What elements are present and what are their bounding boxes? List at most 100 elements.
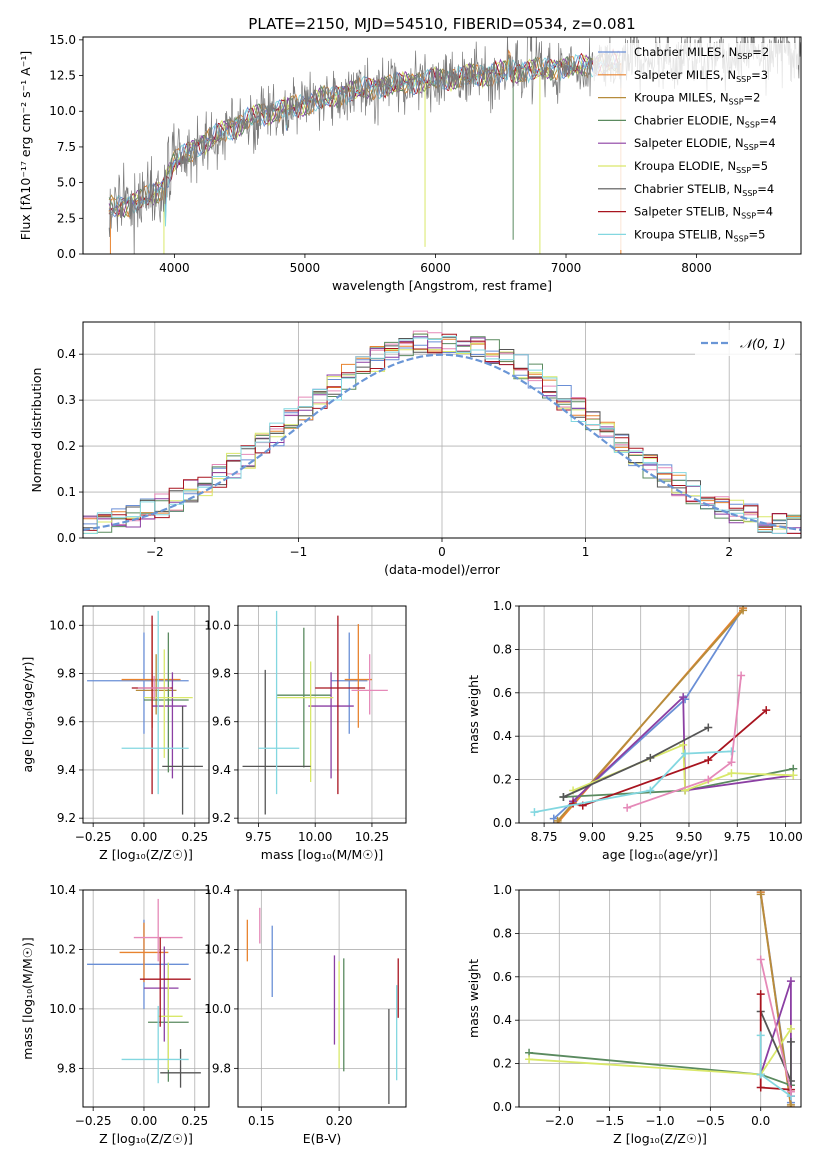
y-tick-label: 2.5 bbox=[57, 211, 76, 225]
x-tick-label: 10.00 bbox=[768, 830, 802, 844]
axes-frame bbox=[82, 36, 802, 255]
x-tick-label: 9.75 bbox=[724, 830, 751, 844]
mass-weight-marker bbox=[786, 1087, 795, 1096]
y-axis-label: Flux [fλ10⁻¹⁷ erg cm⁻² s⁻¹ A⁻¹] bbox=[18, 51, 33, 240]
y-tick-label: 10.0 bbox=[49, 1002, 76, 1016]
legend-entry: Kroupa ELODIE, NSSP=5 bbox=[634, 159, 768, 175]
mass-weight-marker bbox=[569, 799, 578, 808]
y-axis-label: mass weight bbox=[466, 675, 481, 754]
x-tick-label: −0.25 bbox=[75, 1114, 112, 1128]
plot-area-mass_vs_Z bbox=[87, 898, 201, 1088]
mass-weight-marker bbox=[553, 816, 562, 823]
x-tick-label: 2 bbox=[725, 545, 733, 559]
mass-weight-marker bbox=[727, 758, 736, 767]
y-axis-label: Normed distribution bbox=[29, 368, 44, 493]
mass-weight-marker bbox=[704, 775, 713, 784]
x-tick-label: 0.0 bbox=[751, 1114, 770, 1128]
x-tick-label: 9.00 bbox=[579, 830, 606, 844]
axes-residuals: −2 −1 0 1 2 0.0 0.1 0.2 0.3 0.4 (data-model)/error… bbox=[29, 321, 802, 577]
legend-entry: Salpeter ELODIE, NSSP=4 bbox=[634, 136, 776, 152]
mass-weight-marker bbox=[756, 955, 765, 964]
mass-weight-marker bbox=[704, 756, 713, 765]
y-tick-label: 1.0 bbox=[493, 599, 512, 613]
axes-weight_vs_age: 8.75 9.00 9.25 9.50 9.75 10.00 0.0 0.2 0.4 0.6 0.8… bbox=[466, 599, 803, 862]
mass-weight-marker bbox=[646, 753, 655, 762]
axes-frame bbox=[518, 889, 802, 1108]
y-tick-label: 0.2 bbox=[493, 773, 512, 787]
plot-area-weight_vs_age bbox=[530, 606, 798, 823]
mass-weight-marker bbox=[525, 1055, 534, 1064]
x-axis-label: Z [log₁₀(Z/Z☉)] bbox=[99, 1131, 193, 1146]
y-tick-label: 9.6 bbox=[57, 715, 76, 729]
legend-background bbox=[593, 43, 798, 250]
axes-frame bbox=[82, 889, 210, 1108]
y-tick-label: 0.4 bbox=[493, 729, 512, 743]
mass-weight-marker bbox=[681, 749, 690, 758]
axes-age_vs_mass: 9.75 10.00 10.25 9.2 9.4 9.6 9.8 10.0 mass [log₁… bbox=[204, 605, 407, 862]
mass-weight-marker bbox=[679, 693, 688, 702]
x-tick-label: 9.25 bbox=[627, 830, 654, 844]
x-tick-label: 9.50 bbox=[676, 830, 703, 844]
plot-area-weight_vs_Z bbox=[525, 890, 795, 1107]
x-axis-label: E(B-V) bbox=[303, 1131, 342, 1146]
y-tick-label: 9.4 bbox=[57, 763, 76, 777]
y-tick-label: 1.0 bbox=[493, 883, 512, 897]
y-tick-label: 9.8 bbox=[57, 667, 76, 681]
x-tick-label: −0.25 bbox=[75, 830, 112, 844]
plot-area-age_vs_mass bbox=[242, 610, 388, 815]
mass-weight-marker bbox=[727, 747, 736, 756]
axes-mass_vs_Z: −0.25 0.00 0.25 9.8 10.0 10.2 10.4 Z [log₁₀(Z/Z… bbox=[20, 883, 210, 1146]
legend-entry: Kroupa STELIB, NSSP=5 bbox=[634, 227, 765, 243]
x-tick-label: 5000 bbox=[290, 261, 321, 275]
axes-mass_vs_EBV: 0.15 0.20 9.8 10.0 10.2 10.4 E(B-V) bbox=[204, 883, 407, 1146]
mass-weight-line bbox=[759, 959, 792, 1093]
x-axis-label: (data-model)/error bbox=[384, 562, 501, 577]
x-tick-label: −1 bbox=[290, 545, 308, 559]
y-axis-label: mass [log₁₀(M/M☉)] bbox=[20, 937, 35, 1059]
x-tick-label: 8.75 bbox=[531, 830, 558, 844]
y-tick-label: 0.2 bbox=[493, 1057, 512, 1071]
x-tick-label: −1.0 bbox=[645, 1114, 674, 1128]
x-tick-label: 0.00 bbox=[131, 1114, 158, 1128]
mass-weight-marker bbox=[756, 890, 765, 899]
legend-entry: Chabrier ELODIE, NSSP=4 bbox=[634, 113, 777, 129]
legend-entry: Chabrier STELIB, NSSP=4 bbox=[634, 182, 774, 198]
y-tick-label: 0.6 bbox=[493, 686, 512, 700]
y-tick-label: 0.4 bbox=[493, 1013, 512, 1027]
y-tick-label: 0.0 bbox=[57, 531, 76, 545]
axes-spectrum: 4000 5000 6000 7000 8000 0.0 2.5 5.0 7.5 10.0 12.5… bbox=[18, 15, 802, 293]
x-tick-label: 0.20 bbox=[326, 1114, 353, 1128]
plot-area-residuals bbox=[83, 330, 801, 534]
mass-weight-line bbox=[572, 695, 794, 802]
y-tick-label: 10.2 bbox=[49, 942, 76, 956]
y-tick-label: 10.4 bbox=[204, 883, 231, 897]
x-tick-label: 4000 bbox=[159, 261, 190, 275]
mass-weight-marker bbox=[704, 723, 713, 732]
y-tick-label: 10.0 bbox=[204, 618, 231, 632]
legend-entry: Chabrier MILES, NSSP=2 bbox=[634, 45, 769, 61]
x-tick-label: 7000 bbox=[551, 261, 582, 275]
mass-weight-marker bbox=[756, 1083, 765, 1092]
plot-area-spectrum bbox=[108, 37, 801, 254]
y-tick-label: 9.8 bbox=[57, 1061, 76, 1075]
mass-weight-marker bbox=[679, 740, 688, 749]
mass-weight-line bbox=[534, 750, 732, 813]
normal-distribution-curve bbox=[83, 353, 801, 531]
legend-entry: Salpeter MILES, NSSP=3 bbox=[634, 68, 768, 84]
chart-title: PLATE=2150, MJD=54510, FIBERID=0534, z=0… bbox=[248, 15, 635, 33]
legend: Chabrier MILES, NSSP=2 Salpeter MILES, NS… bbox=[593, 43, 798, 250]
x-axis-label: age [log₁₀(age/yr)] bbox=[602, 847, 718, 862]
plot-area-mass_vs_EBV bbox=[246, 907, 399, 1105]
mass-weight-marker bbox=[646, 786, 655, 795]
axes-frame bbox=[82, 321, 802, 539]
axes-frame bbox=[237, 605, 407, 824]
x-tick-label: −0.5 bbox=[696, 1114, 725, 1128]
mass-weight-marker bbox=[786, 1037, 795, 1046]
x-tick-label: −2.0 bbox=[545, 1114, 574, 1128]
mass-weight-marker bbox=[789, 771, 798, 780]
x-tick-label: 0 bbox=[438, 545, 446, 559]
y-tick-label: 0.3 bbox=[57, 393, 76, 407]
mass-weight-marker bbox=[737, 671, 746, 680]
mass-weight-marker bbox=[786, 977, 795, 986]
